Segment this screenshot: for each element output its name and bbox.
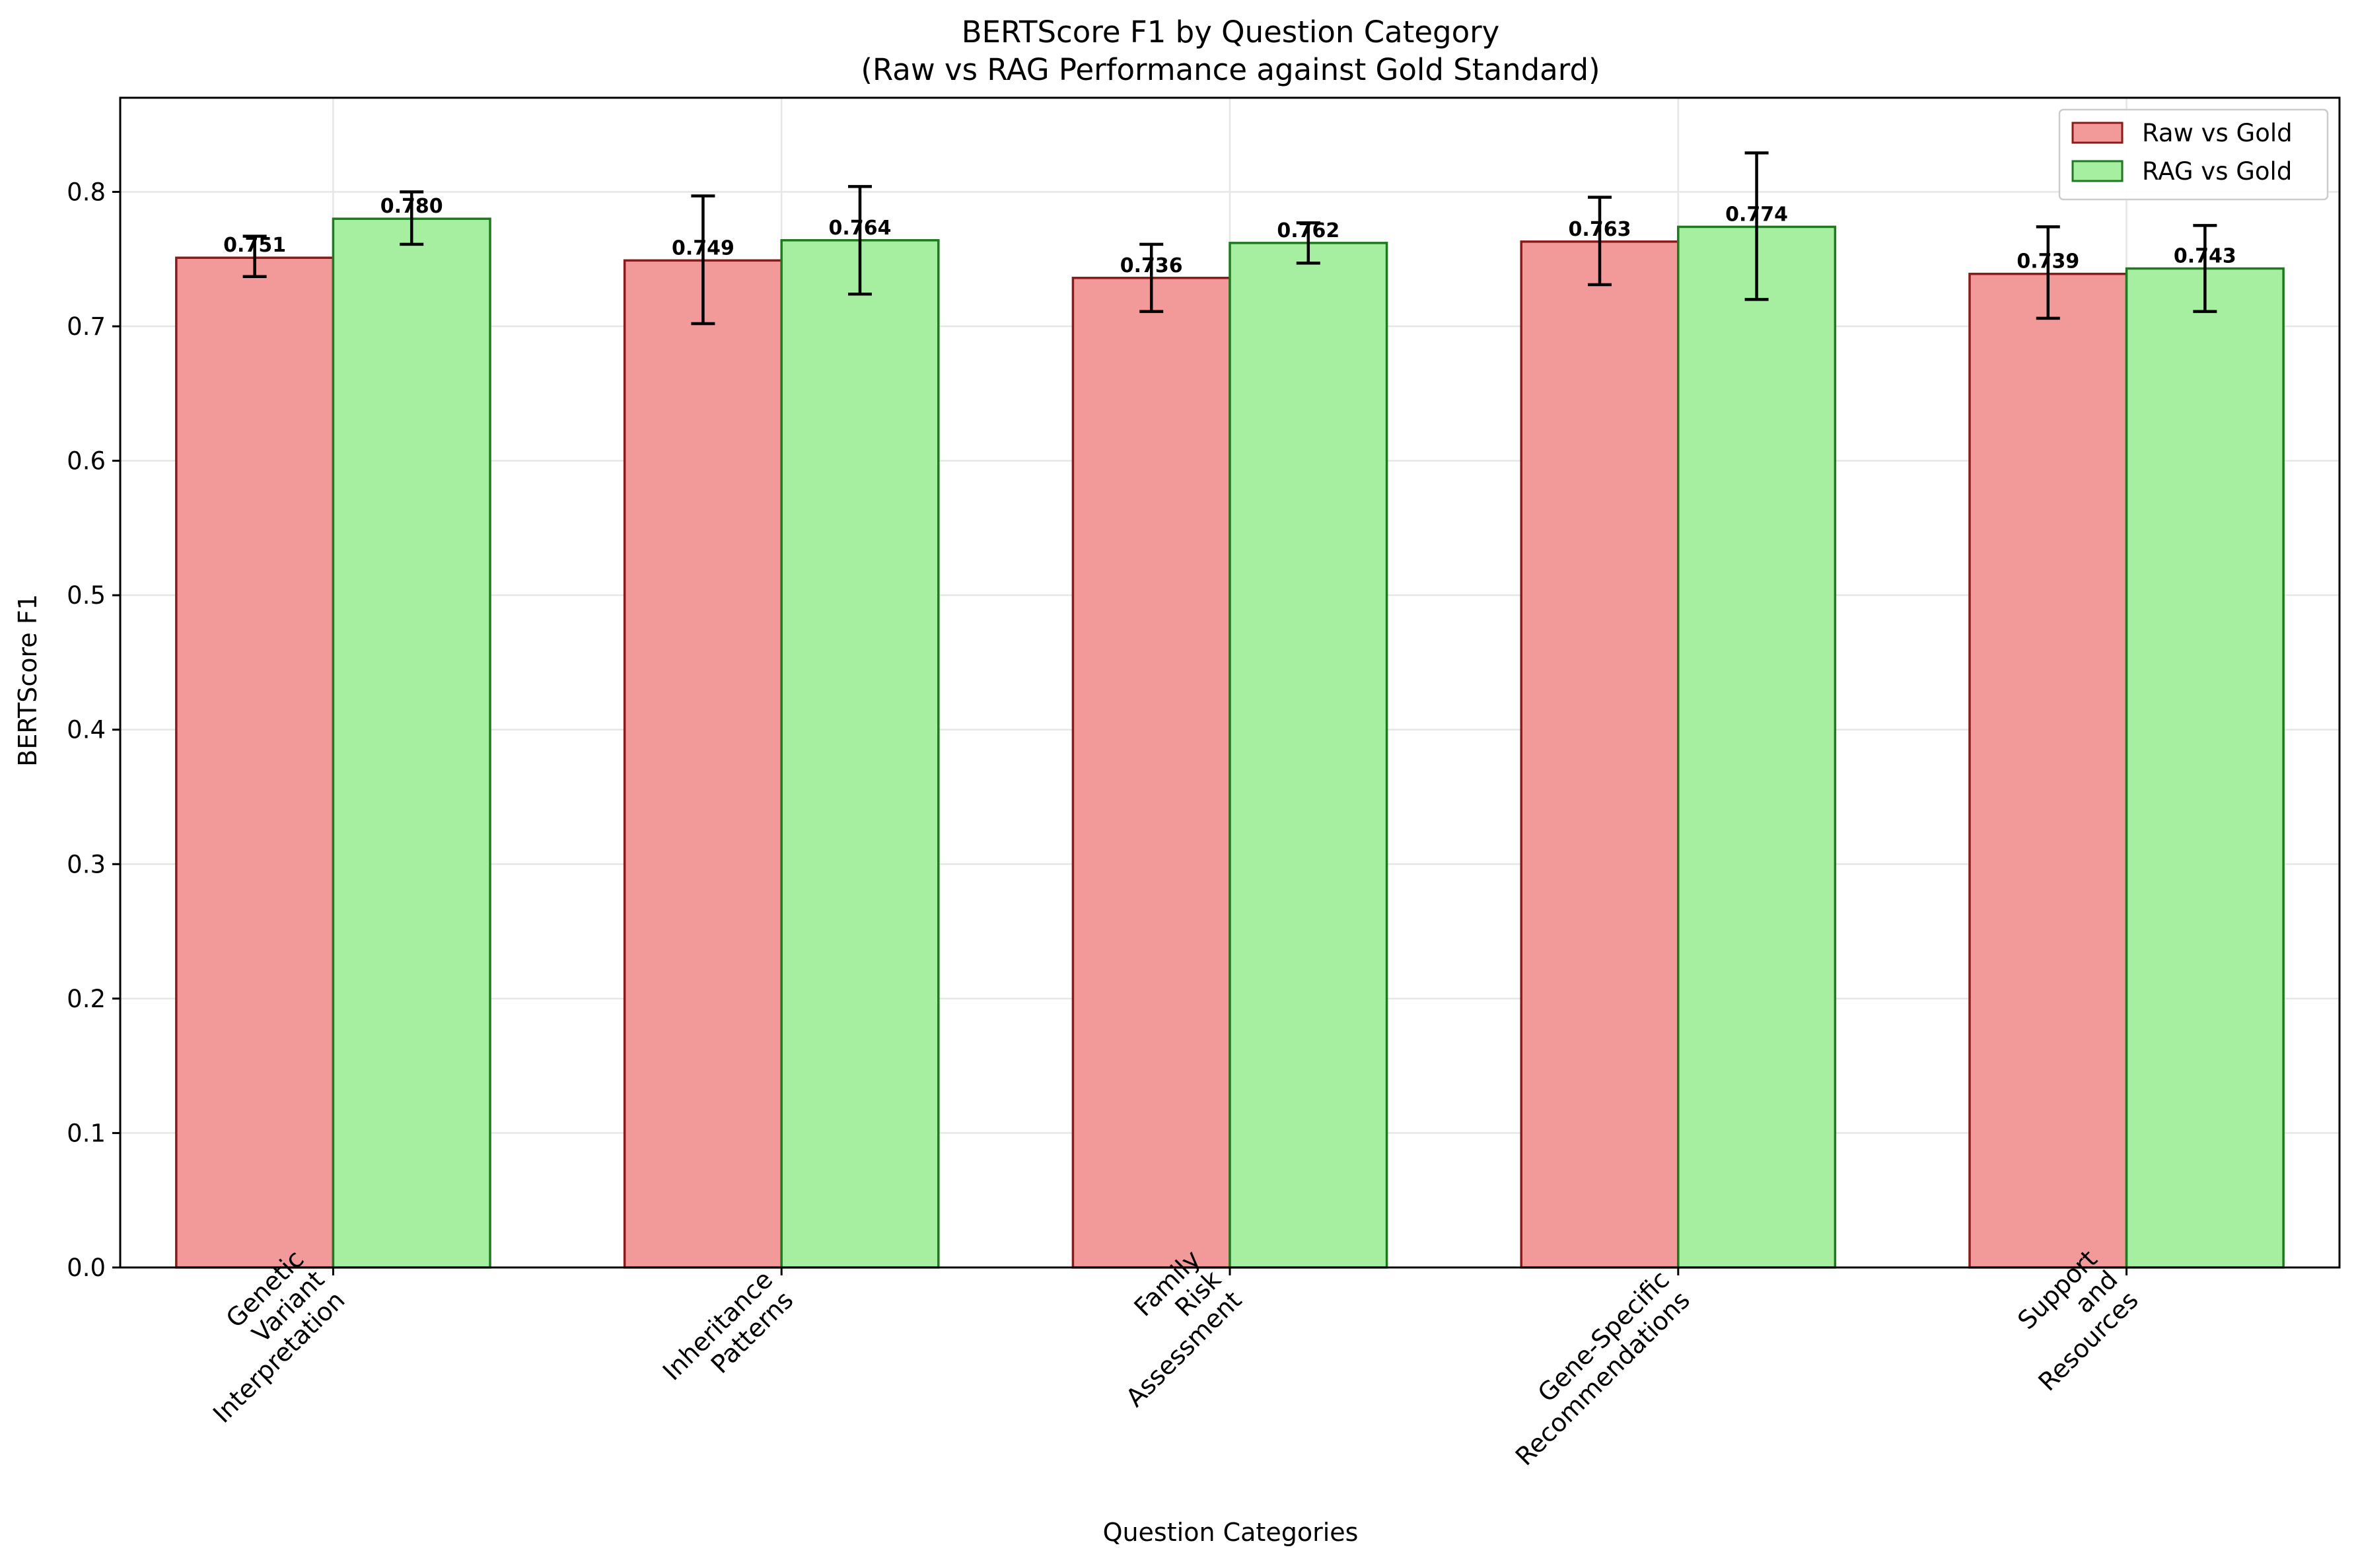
data-label: 0.764	[829, 217, 892, 240]
y-tick-label: 0.5	[67, 581, 106, 610]
bar	[780, 239, 940, 1269]
data-label: 0.739	[2017, 250, 2079, 273]
bar	[1520, 240, 1680, 1269]
data-label: 0.749	[672, 236, 734, 260]
data-label: 0.780	[380, 195, 443, 218]
x-axis-label: Question Categories	[1103, 1518, 1359, 1547]
y-tick-label: 0.7	[67, 312, 106, 341]
y-tick-label: 0.2	[67, 985, 106, 1013]
data-label: 0.736	[1120, 254, 1183, 277]
legend-swatch	[2071, 122, 2124, 144]
legend-swatch	[2071, 160, 2124, 182]
chart-title: BERTScore F1 by Question Category	[962, 15, 1500, 50]
data-label: 0.762	[1277, 219, 1339, 242]
data-label: 0.751	[223, 234, 286, 257]
bar	[1968, 272, 2128, 1269]
y-tick-label: 0.4	[67, 716, 106, 744]
legend-box	[2058, 108, 2329, 201]
legend-label: RAG vs Gold	[2142, 157, 2292, 186]
y-tick-label: 0.1	[67, 1119, 106, 1147]
data-label: 0.743	[2174, 245, 2236, 268]
bar	[1071, 277, 1231, 1269]
bar	[2125, 267, 2285, 1269]
chart-subtitle: (Raw vs RAG Performance against Gold Sta…	[861, 52, 1600, 87]
y-axis-label: BERTScore F1	[13, 594, 42, 766]
bar	[332, 217, 491, 1269]
bar	[175, 256, 335, 1269]
y-tick-label: 0.3	[67, 850, 106, 878]
data-label: 0.774	[1725, 203, 1788, 226]
y-tick-label: 0.6	[67, 447, 106, 476]
data-label: 0.763	[1569, 218, 1631, 241]
plot-area: 0.751 0.749 0.736 0.763 0.739 0.780 0.764 0.762…	[67, 96, 2341, 1471]
y-tick-label: 0.8	[67, 178, 106, 206]
bar	[1677, 225, 1837, 1269]
bar	[623, 259, 783, 1269]
legend-label: Raw vs Gold	[2142, 119, 2293, 147]
bar	[1229, 242, 1388, 1269]
y-tick-label: 0.0	[67, 1254, 106, 1282]
